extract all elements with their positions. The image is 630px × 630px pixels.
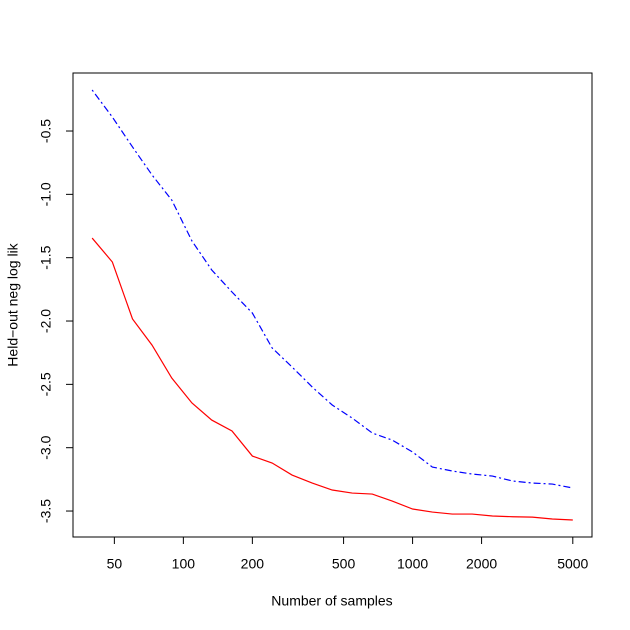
series-line: [91, 89, 573, 489]
x-tick-label: 50: [107, 556, 123, 572]
x-axis-label: Number of samples: [271, 593, 392, 609]
y-tick-label: -2.5: [38, 372, 54, 396]
x-tick-label: 200: [241, 556, 265, 572]
plot-frame: [72, 72, 593, 538]
x-tick-label: 2000: [466, 556, 497, 572]
y-tick-label: -3.5: [38, 499, 54, 523]
x-tick-label: 1000: [397, 556, 428, 572]
y-tick-label: -0.5: [38, 119, 54, 143]
y-tick-label: -3.0: [38, 435, 54, 459]
x-tick-label: 500: [332, 556, 356, 572]
y-tick-label: -2.0: [38, 309, 54, 333]
y-tick-label: -1.0: [38, 182, 54, 206]
series-line: [91, 237, 573, 521]
y-tick-label: -1.5: [38, 245, 54, 269]
y-axis-label: Held−out neg log lik: [5, 242, 21, 366]
x-tick-label: 5000: [557, 556, 588, 572]
x-tick-label: 100: [172, 556, 196, 572]
